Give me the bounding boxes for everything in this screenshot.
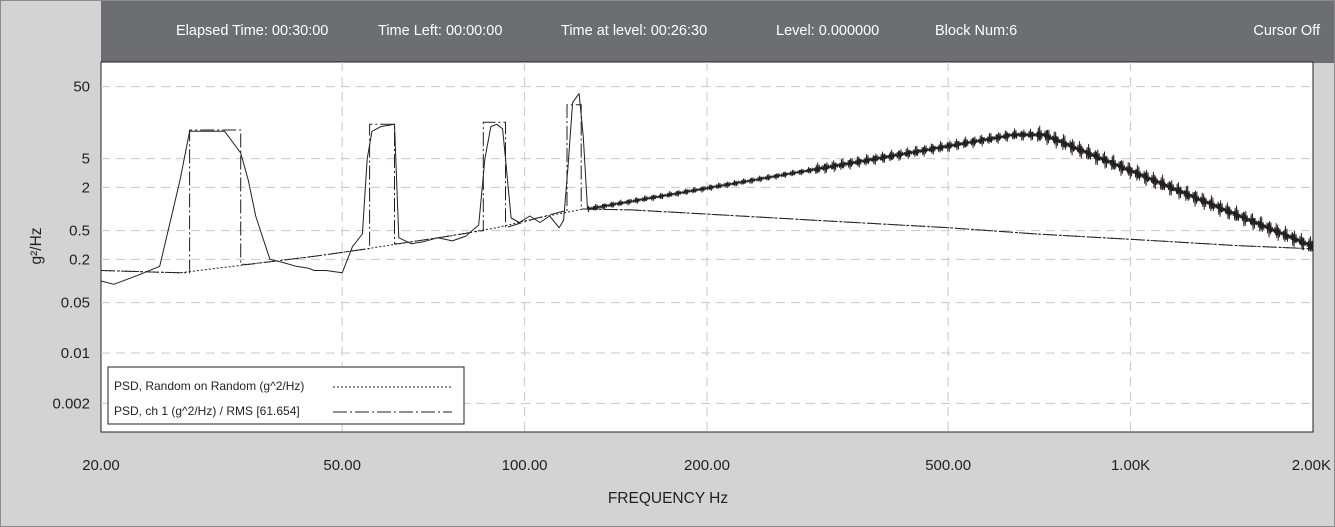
y-tick-label: 0.002 [52,395,90,412]
y-tick-label: 0.5 [69,223,90,240]
x-tick-label: 2.00K [1292,457,1331,474]
block-num-readout: Block Num:6 [935,23,1018,39]
series-line-1 [100,104,1314,274]
x-tick-label: 50.00 [323,457,361,474]
cursor-toggle[interactable]: Cursor Off [1253,23,1320,39]
series-line-2 [100,93,588,285]
y-tick-labels: 50 5 2 0.5 0.2 0.05 0.01 0.002 [52,79,90,413]
y-tick-label: 0.05 [61,295,90,312]
y-axis-title: g²/Hz [28,227,45,264]
y-tick-label: 0.01 [61,345,90,362]
series-lines [100,93,1314,285]
time-at-level-readout: Time at level: 00:26:30 [561,23,708,39]
x-tick-label: 1.00K [1111,457,1150,474]
x-tick-label: 20.00 [82,457,120,474]
elapsed-time-readout: Elapsed Time: 00:30:00 [176,23,329,39]
time-left-readout: Time Left: 00:00:00 [378,23,503,39]
status-bar: Elapsed Time: 00:30:00 Time Left: 00:00:… [101,1,1334,63]
x-tick-label: 500.00 [925,457,971,474]
legend-label-ch1: PSD, ch 1 (g^2/Hz) / RMS [61.654] [114,404,300,418]
legend-label-reference: PSD, Random on Random (g^2/Hz) [114,379,304,393]
x-tick-labels: 20.00 50.00 100.00 200.00 500.00 1.00K 2.00K [82,457,1331,474]
y-tick-label: 0.2 [69,251,90,268]
x-tick-label: 100.00 [502,457,548,474]
legend: PSD, Random on Random (g^2/Hz) PSD, ch 1… [107,366,465,425]
y-tick-label: 2 [82,179,90,196]
legend-box [107,366,465,425]
y-tick-label: 50 [73,79,90,96]
y-tick-label: 5 [82,151,90,168]
x-tick-label: 200.00 [684,457,730,474]
series-line-2-hf-tail [587,125,1314,252]
x-axis-title: FREQUENCY Hz [608,490,728,507]
level-readout: Level: 0.000000 [776,23,880,39]
